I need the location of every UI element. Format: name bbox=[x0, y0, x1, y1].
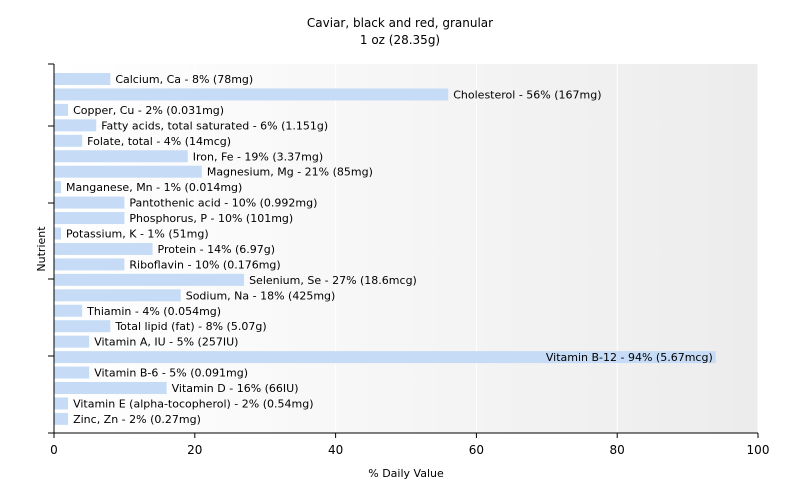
bar bbox=[54, 366, 90, 379]
bar bbox=[54, 88, 449, 101]
grid-lines bbox=[194, 64, 759, 433]
bar bbox=[54, 103, 69, 116]
bar bbox=[54, 73, 111, 85]
x-tick-label: 20 bbox=[187, 443, 202, 457]
bar bbox=[54, 119, 97, 132]
bar bbox=[54, 412, 69, 425]
plot-background bbox=[54, 64, 758, 433]
bar bbox=[54, 351, 716, 364]
x-tick-label: 100 bbox=[747, 443, 770, 457]
bar bbox=[54, 304, 83, 317]
chart-subtitle: 1 oz (28.35g) bbox=[360, 33, 440, 47]
bar-label: Vitamin B-6 - 5% (0.091mg) bbox=[94, 367, 248, 380]
bar bbox=[54, 273, 245, 286]
bar-label: Copper, Cu - 2% (0.031mg) bbox=[73, 104, 224, 117]
x-ticks: 0 20 40 60 80 100 bbox=[50, 433, 769, 457]
bar-label: Protein - 14% (6.97g) bbox=[158, 243, 276, 256]
bar bbox=[54, 335, 90, 348]
bar-label: Pantothenic acid - 10% (0.992mg) bbox=[129, 197, 317, 210]
bar-label: Zinc, Zn - 2% (0.27mg) bbox=[73, 413, 201, 426]
bar-label: Manganese, Mn - 1% (0.014mg) bbox=[66, 181, 242, 194]
bar-label: Riboflavin - 10% (0.176mg) bbox=[129, 258, 280, 271]
bars-group: Calcium, Ca - 8% (78mg) Cholesterol - 56%… bbox=[54, 73, 716, 426]
x-tick-label: 40 bbox=[328, 443, 343, 457]
bar-label: Vitamin A, IU - 5% (257IU) bbox=[94, 336, 238, 349]
x-tick-label: 0 bbox=[50, 443, 58, 457]
bar-label: Total lipid (fat) - 8% (5.07g) bbox=[114, 320, 266, 333]
bar bbox=[54, 242, 153, 255]
bar-label: Fatty acids, total saturated - 6% (1.151… bbox=[101, 119, 328, 132]
bar bbox=[54, 289, 181, 302]
bar bbox=[54, 212, 125, 225]
bar-label: Magnesium, Mg - 21% (85mg) bbox=[207, 166, 373, 179]
bar bbox=[54, 320, 111, 333]
chart-title: Caviar, black and red, granular bbox=[307, 16, 493, 30]
y-axis-title: Nutrient bbox=[35, 226, 48, 272]
bar-label: Potassium, K - 1% (51mg) bbox=[66, 228, 209, 241]
plot-area bbox=[54, 64, 758, 433]
bar bbox=[54, 258, 125, 271]
bar-label: Phosphorus, P - 10% (101mg) bbox=[129, 212, 293, 225]
bar-label: Cholesterol - 56% (167mg) bbox=[453, 88, 601, 101]
bar-label: Vitamin E (alpha-tocopherol) - 2% (0.54m… bbox=[73, 397, 313, 410]
x-axis-title: % Daily Value bbox=[368, 467, 444, 480]
bar-label: Vitamin D - 16% (66IU) bbox=[172, 382, 299, 395]
bar-label: Thiamin - 4% (0.054mg) bbox=[86, 305, 221, 318]
bar-label: Selenium, Se - 27% (18.6mcg) bbox=[249, 274, 417, 287]
bar-label: Calcium, Ca - 8% (78mg) bbox=[115, 73, 253, 86]
bar-label: Vitamin B-12 - 94% (5.67mcg) bbox=[546, 351, 713, 364]
x-tick-label: 80 bbox=[610, 443, 625, 457]
bar bbox=[54, 150, 188, 163]
bar-label: Folate, total - 4% (14mcg) bbox=[87, 135, 231, 148]
x-tick-label: 60 bbox=[469, 443, 484, 457]
bar bbox=[54, 397, 69, 410]
axes bbox=[48, 63, 758, 434]
bar bbox=[54, 165, 202, 178]
bar bbox=[54, 382, 167, 394]
bar bbox=[54, 196, 125, 209]
bar-label: Iron, Fe - 19% (3.37mg) bbox=[193, 150, 323, 163]
bar bbox=[54, 134, 83, 147]
bar-label: Sodium, Na - 18% (425mg) bbox=[186, 289, 336, 302]
bar bbox=[54, 181, 62, 194]
bar bbox=[54, 227, 62, 240]
